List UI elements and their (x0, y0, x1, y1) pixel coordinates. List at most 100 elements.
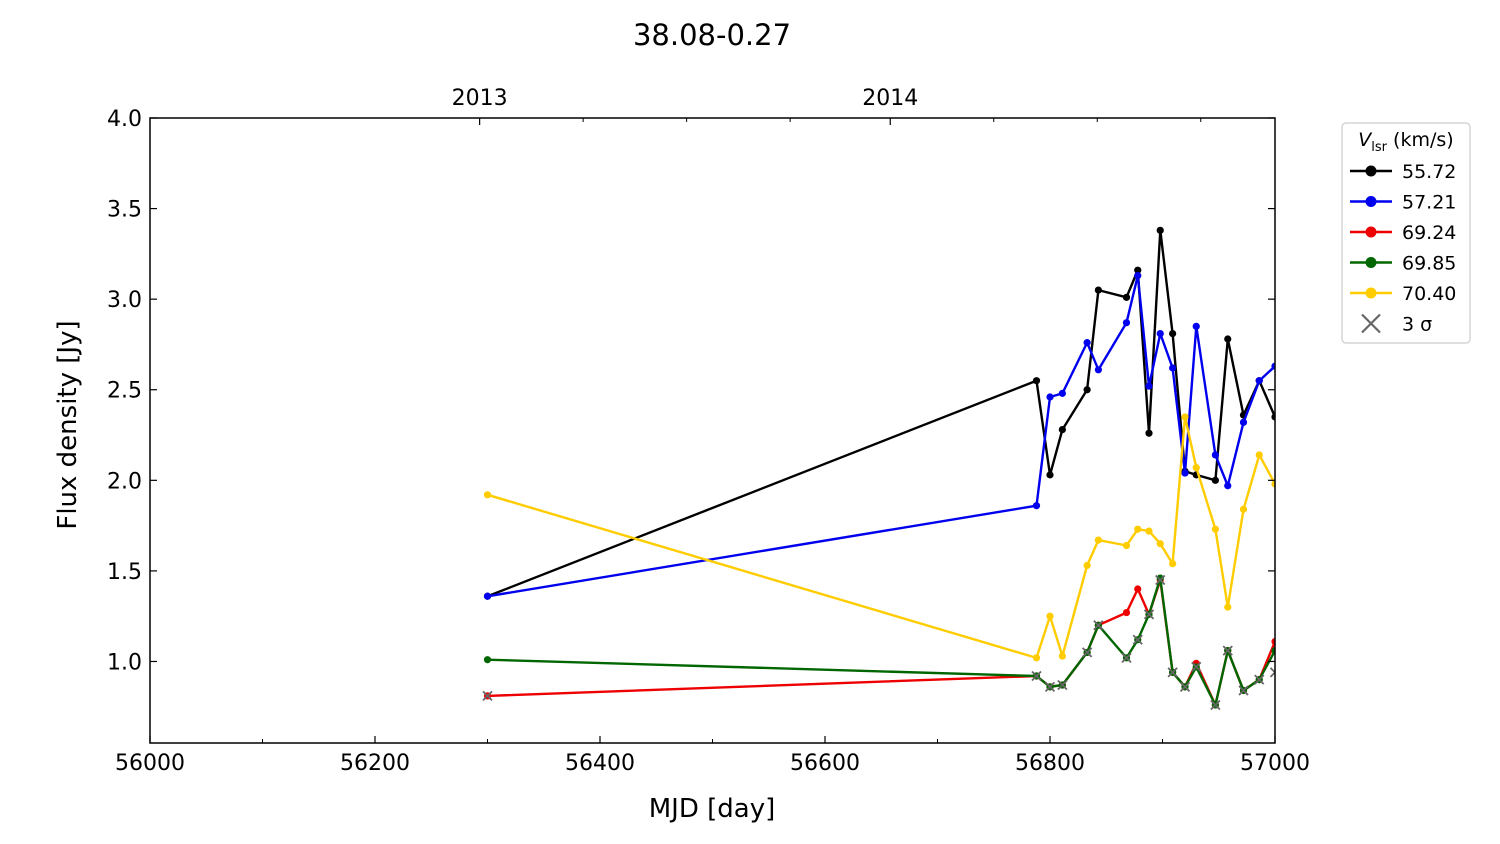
sigma-marker (482, 690, 493, 702)
axes-ticks: 56000 56200 56400 56600 56800 57000 1.0 1.5 2.0 2… (107, 86, 1310, 776)
data-point (1032, 502, 1041, 510)
data-point (1083, 561, 1091, 570)
data-point (1271, 480, 1275, 488)
data-point (1083, 386, 1091, 394)
data-point (1169, 329, 1177, 338)
sigma-marker (1254, 674, 1265, 685)
sigma-marker (1044, 681, 1056, 692)
legend-item: 69.24 (1350, 222, 1456, 244)
sigma-marker (1121, 652, 1132, 663)
sigma-marker (1057, 679, 1068, 691)
data-point (1181, 469, 1189, 477)
sigma-marker (1238, 685, 1249, 696)
y-axis-title: Flux density [Jy] (53, 320, 83, 529)
legend-item: 57.21 (1350, 192, 1456, 214)
data-point (1156, 329, 1164, 338)
data-point (1192, 322, 1200, 330)
legend-label: 70.40 (1402, 283, 1456, 305)
x-tick-label: 56600 (790, 751, 860, 776)
sigma-marker (1167, 667, 1178, 678)
legend-box (1341, 122, 1471, 344)
sigma-marker (1031, 670, 1042, 682)
data-point (1122, 541, 1131, 550)
data-point (1239, 418, 1248, 426)
data-point (1255, 451, 1263, 459)
data-point (1134, 525, 1142, 533)
x-tick-label: 56400 (565, 751, 635, 776)
data-point (1058, 425, 1066, 434)
data-point (1046, 471, 1054, 479)
data-point (1122, 293, 1131, 301)
data-point (1134, 585, 1142, 593)
legend-label: 69.85 (1402, 253, 1456, 275)
data-point (1094, 536, 1102, 544)
data-point (1224, 482, 1232, 490)
data-point (1192, 464, 1200, 472)
data-point (1145, 429, 1153, 437)
data-point (1058, 652, 1066, 660)
series-69.24 (483, 576, 1275, 709)
series-line (487, 415, 1275, 660)
data-point (1211, 476, 1219, 484)
plot-area (482, 226, 1275, 711)
legend-label: 55.72 (1402, 161, 1456, 183)
legend-title: Vlsr (km/s) (1358, 129, 1453, 155)
data-point (1169, 560, 1177, 568)
sigma-marker (1269, 667, 1275, 678)
y-tick-label: 4.0 (107, 107, 142, 132)
legend-marker (1365, 287, 1377, 299)
chart-title: 38.08-0.27 (633, 18, 791, 52)
series-57.21 (483, 272, 1275, 600)
data-point (1094, 286, 1102, 294)
legend-marker (1365, 165, 1377, 177)
series-55.72 (483, 226, 1275, 600)
y-tick-label: 2.5 (107, 379, 142, 404)
x-tick-label: 56800 (1015, 751, 1085, 776)
data-point (1032, 377, 1041, 385)
legend: Vlsr (km/s) 55.72 57.21 69.24 69.85 70.40 3 σ (1341, 122, 1471, 344)
sigma-marker (1210, 699, 1221, 711)
data-point (1134, 266, 1142, 274)
sigma-markers (482, 574, 1275, 711)
legend-item: 70.40 (1350, 283, 1456, 305)
legend-title-main: V (1358, 129, 1373, 151)
data-point (1271, 637, 1275, 646)
legend-marker (1365, 257, 1377, 268)
legend-marker (1365, 226, 1377, 238)
data-point (1145, 382, 1153, 390)
data-point (1156, 574, 1164, 582)
legend-label: 69.24 (1402, 222, 1456, 244)
data-point (1134, 272, 1142, 280)
data-point (483, 656, 492, 664)
data-point (1156, 540, 1164, 548)
legend-sigma-marker (1361, 313, 1381, 334)
legend-label: 57.21 (1402, 192, 1456, 214)
top-tick-label: 2013 (452, 86, 508, 111)
data-point (1224, 603, 1232, 611)
sigma-marker (1222, 645, 1233, 656)
data-point (1169, 364, 1177, 372)
data-point (1271, 647, 1275, 655)
data-point (1094, 366, 1102, 374)
x-axis-title: MJD [day] (649, 794, 776, 824)
data-point (1181, 413, 1189, 421)
series-line (487, 274, 1275, 598)
y-tick-label: 1.0 (107, 650, 142, 675)
y-tick-label: 3.5 (107, 198, 142, 223)
sigma-marker (1155, 574, 1166, 586)
sigma-marker (1132, 634, 1143, 645)
data-point (1271, 362, 1275, 370)
legend-item: 69.85 (1350, 253, 1456, 275)
data-point (1224, 335, 1232, 343)
legend-items: 55.72 57.21 69.24 69.85 70.40 3 σ (1350, 161, 1456, 336)
x-tick-label: 56000 (115, 751, 185, 776)
legend-title-sub: lsr (1371, 140, 1387, 155)
data-point (1145, 527, 1153, 535)
data-point (1058, 389, 1066, 397)
top-tick-label: 2014 (862, 86, 918, 111)
sigma-marker (1143, 609, 1155, 620)
x-tick-label: 57000 (1240, 751, 1310, 776)
sigma-marker (1179, 681, 1191, 692)
legend-item: 55.72 (1350, 161, 1456, 183)
